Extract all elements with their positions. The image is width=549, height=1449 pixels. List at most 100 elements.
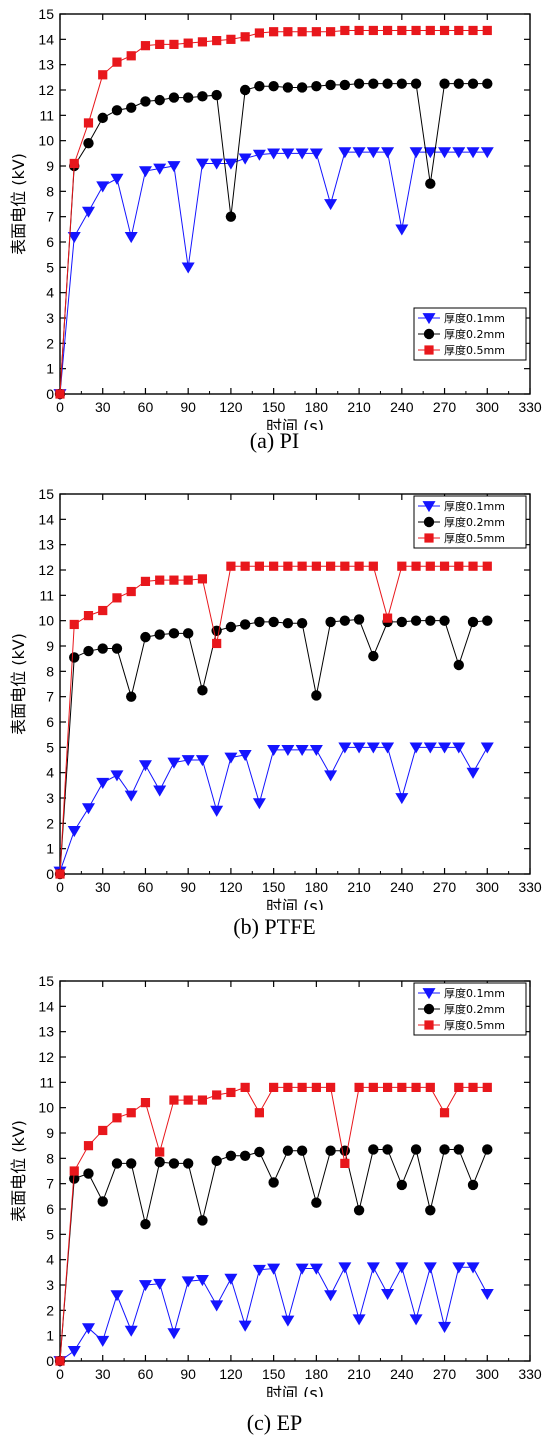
pi-data-point (353, 78, 365, 89)
ep-y-axis-label: 表面电位 (kV) (9, 1120, 28, 1222)
ptfe-data-point (112, 593, 122, 603)
ptfe-data-point (396, 616, 408, 628)
pi-data-point (97, 112, 108, 124)
pi-data-point (283, 27, 293, 37)
pi-x-tick-label: 270 (433, 399, 457, 415)
pi-data-point (182, 92, 194, 103)
ptfe-data-point (181, 755, 195, 767)
pi-data-point (425, 25, 435, 36)
ptfe-data-point (438, 742, 452, 754)
ptfe-data-point (423, 742, 437, 754)
ep-data-point (368, 1144, 379, 1155)
ptfe-data-point (225, 621, 237, 633)
ep-x-tick-label: 60 (138, 1366, 154, 1382)
ptfe-data-point (482, 615, 493, 626)
caption-ptfe: (b) PTFE (233, 914, 316, 939)
ep-y-tick-label: 11 (39, 1074, 54, 1090)
ptfe-y-tick-label: 6 (46, 714, 54, 730)
pi-y-tick-label: 14 (38, 31, 54, 47)
pi-y-tick-label: 11 (39, 107, 54, 123)
ep-data-point (339, 1145, 351, 1156)
ep-legend-marker (423, 1003, 435, 1015)
pi-data-point (140, 41, 151, 51)
ptfe-plot-frame (59, 493, 531, 875)
ptfe-data-point (409, 742, 423, 754)
ptfe-data-point (183, 575, 193, 585)
pi-data-point (55, 389, 65, 399)
ptfe-data-point (324, 770, 338, 782)
ptfe-data-point (195, 755, 209, 767)
ep-data-point (311, 1082, 321, 1092)
ep-data-point (296, 1145, 308, 1156)
ep-legend: 厚度0.1mm 厚度0.2mm 厚度0.5mm (413, 982, 527, 1036)
ep-data-point (83, 1141, 94, 1151)
ptfe-data-point (482, 561, 492, 571)
pi-legend-label: 厚度0.5mm (444, 343, 505, 357)
ptfe-data-point (326, 561, 336, 571)
ptfe-x-axis-label: 时间 (s) (266, 897, 324, 910)
pi-data-point (467, 78, 479, 89)
ptfe-data-point (97, 643, 108, 654)
ptfe-series-line-0 (59, 746, 488, 872)
pi-data-point (282, 82, 294, 93)
ptfe-y-tick-label: 13 (38, 537, 54, 553)
ptfe-data-point (69, 619, 79, 630)
ep-data-point (239, 1150, 251, 1161)
ep-data-point (410, 1144, 422, 1155)
ep-data-point (283, 1082, 293, 1092)
caption-pi: (a) PI (249, 428, 300, 453)
ptfe-x-tick-label: 30 (95, 879, 111, 895)
pi-data-point (81, 206, 95, 218)
ptfe-data-point (111, 643, 123, 654)
pi-data-point (83, 118, 94, 128)
ep-legend-marker (422, 988, 436, 1000)
ptfe-legend-label: 厚度0.2mm (444, 515, 505, 529)
ep-data-point (382, 1082, 393, 1092)
pi-data-point (311, 27, 321, 37)
ep-data-point (69, 1173, 80, 1184)
pi-data-point (480, 147, 494, 159)
pi-data-point (295, 148, 309, 160)
ep-data-point (267, 1263, 281, 1275)
pi-data-point (210, 158, 224, 170)
ep-data-point (126, 1108, 136, 1118)
ep-data-point (395, 1262, 409, 1274)
pi-y-tick-label: 13 (38, 57, 54, 73)
ep-data-point (169, 1095, 179, 1105)
ptfe-data-point (168, 628, 180, 639)
pi-data-point (124, 232, 138, 244)
pi-legend-marker (423, 328, 435, 340)
pi-data-point (453, 78, 464, 89)
pi-x-tick-label: 300 (476, 399, 500, 415)
ptfe-data-point (268, 616, 279, 628)
ep-data-point (183, 1095, 193, 1105)
ep-x-axis-label: 时间 (s) (266, 1384, 324, 1397)
ptfe-data-point (155, 575, 165, 585)
pi-data-point (181, 262, 195, 274)
ep-data-point (181, 1276, 195, 1288)
ptfe-y-tick-label: 9 (46, 638, 54, 654)
pi-data-point (167, 161, 181, 173)
ep-y-tick-label: 10 (38, 1100, 54, 1116)
ep-data-point (81, 1323, 95, 1335)
ep-y-tick-label: 8 (46, 1150, 54, 1166)
pi-data-point (296, 82, 308, 93)
pi-data-point (410, 78, 422, 89)
ep-data-point (454, 1082, 464, 1092)
pi-data-point (354, 25, 364, 36)
ep-data-point (425, 1205, 436, 1216)
ptfe-data-point (325, 616, 336, 628)
ep-data-point (309, 1263, 323, 1275)
ptfe-data-point (311, 561, 321, 571)
pi-x-tick-label: 180 (305, 399, 329, 415)
pi-data-point (382, 25, 393, 36)
ptfe-data-point (197, 685, 208, 696)
ptfe-y-tick-label: 1 (46, 841, 54, 857)
pi-data-point (153, 163, 167, 175)
ptfe-data-point (368, 650, 379, 662)
ep-y-tick-label: 2 (46, 1302, 54, 1318)
ptfe-data-point (368, 561, 378, 571)
ptfe-data-point (267, 744, 281, 757)
ep-data-point (366, 1262, 380, 1274)
pi-data-point (311, 81, 322, 92)
